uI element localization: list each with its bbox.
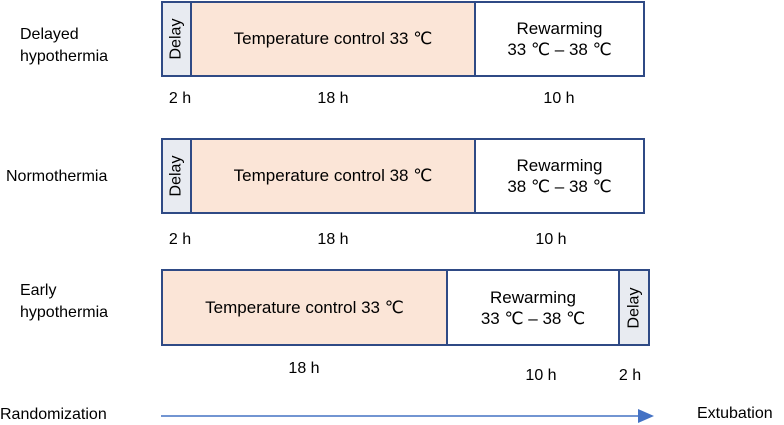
rewarming-range: 33 ℃ – 38 ℃: [480, 308, 586, 328]
temperature-control-segment: Temperature control 38 ℃: [190, 138, 476, 214]
group-label-delayed-hypothermia: Delayed hypothermia: [20, 24, 108, 68]
rewarming-segment: Rewarming 33 ℃ – 38 ℃: [446, 269, 620, 346]
rewarming-title: Rewarming: [490, 287, 576, 307]
temperature-control-segment: Temperature control 33 ℃: [190, 1, 476, 77]
delay-segment: Delay: [161, 1, 192, 77]
duration-rewarming: 10 h: [525, 367, 557, 384]
duration-delay: 2 h: [618, 367, 642, 384]
delay-segment: Delay: [161, 138, 192, 214]
group-label-line: hypothermia: [20, 304, 109, 321]
duration-temperature: 18 h: [288, 360, 320, 377]
extubation-label: Extubation: [697, 405, 773, 422]
group-label-line: Normothermia: [6, 168, 108, 185]
duration-temperature: 18 h: [317, 90, 349, 107]
randomization-label: Randomization: [0, 406, 107, 423]
temperature-control-segment: Temperature control 33 ℃: [161, 269, 448, 346]
temperature-control-label: Temperature control 38 ℃: [233, 166, 433, 185]
temperature-control-label: Temperature control 33 ℃: [205, 297, 404, 317]
rewarming-range: 33 ℃ – 38 ℃: [507, 40, 612, 59]
group-label-normothermia: Normothermia: [6, 166, 107, 188]
rewarming-title: Rewarming: [516, 19, 603, 38]
rewarming-title: Rewarming: [516, 156, 603, 175]
delay-label: Delay: [625, 287, 642, 328]
duration-rewarming: 10 h: [535, 231, 567, 248]
delay-label: Delay: [167, 155, 185, 197]
duration-rewarming: 10 h: [543, 90, 575, 107]
delay-label: Delay: [167, 18, 185, 60]
duration-delay: 2 h: [168, 231, 192, 248]
timeline-arrow: [161, 409, 654, 423]
duration-temperature: 18 h: [317, 231, 349, 248]
group-label-early-hypothermia: Early hypothermia: [20, 280, 108, 324]
rewarming-segment: Rewarming 33 ℃ – 38 ℃: [474, 1, 645, 77]
group-label-line: hypothermia: [20, 48, 109, 65]
rewarming-range: 38 ℃ – 38 ℃: [507, 177, 612, 196]
temperature-control-label: Temperature control 33 ℃: [233, 29, 433, 48]
group-label-line: Early: [20, 282, 57, 299]
group-label-line: Delayed: [20, 26, 79, 43]
duration-delay: 2 h: [168, 90, 192, 107]
delay-segment: Delay: [618, 269, 650, 346]
rewarming-segment: Rewarming 38 ℃ – 38 ℃: [474, 138, 645, 214]
